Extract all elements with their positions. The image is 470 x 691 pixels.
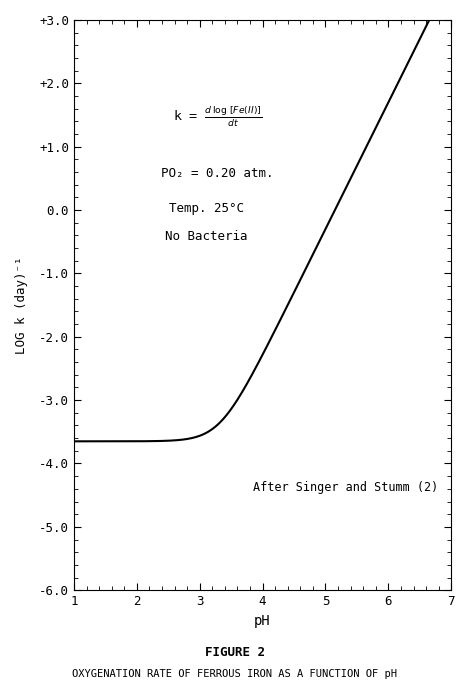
Text: No Bacteria: No Bacteria (165, 230, 247, 243)
Text: After Singer and Stumm (2): After Singer and Stumm (2) (253, 481, 438, 494)
X-axis label: pH: pH (254, 614, 271, 627)
Text: Temp. 25°C: Temp. 25°C (169, 202, 243, 215)
Text: PO₂ = 0.20 atm.: PO₂ = 0.20 atm. (161, 167, 274, 180)
Text: OXYGENATION RATE OF FERROUS IRON AS A FUNCTION OF pH: OXYGENATION RATE OF FERROUS IRON AS A FU… (72, 669, 398, 679)
Text: k = $\frac{d\,\log\,[Fe(II)]}{dt}$: k = $\frac{d\,\log\,[Fe(II)]}{dt}$ (172, 105, 262, 129)
Text: FIGURE 2: FIGURE 2 (205, 647, 265, 659)
Y-axis label: LOG k (day)⁻¹: LOG k (day)⁻¹ (15, 256, 28, 354)
